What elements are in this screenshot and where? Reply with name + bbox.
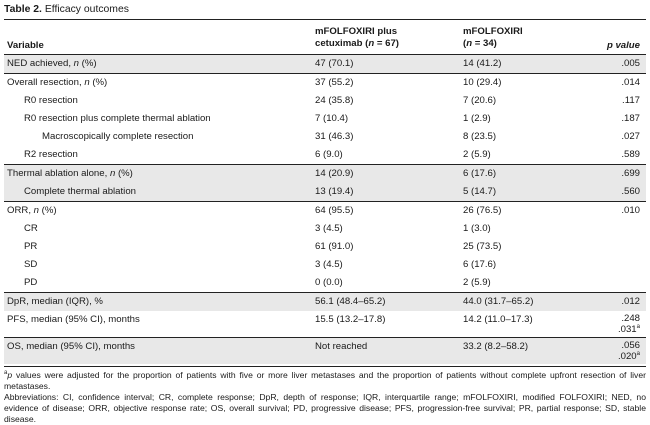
cell-arm-b: 14.2 (11.0–17.3) bbox=[463, 314, 533, 325]
cell-variable: R0 resection bbox=[24, 95, 78, 106]
cell-arm-a: 24 (35.8) bbox=[315, 95, 354, 106]
cell-arm-b: 10 (29.4) bbox=[463, 77, 502, 88]
cell-p-value: .027 bbox=[621, 131, 640, 142]
cell-arm-a: 14 (20.9) bbox=[315, 168, 354, 179]
cell-arm-b: 33.2 (8.2–58.2) bbox=[463, 341, 529, 352]
cell-arm-a: 13 (19.4) bbox=[315, 186, 354, 197]
cell-variable: Overall resection, n (%) bbox=[7, 77, 108, 88]
table-row: OS, median (95% CI), months Not reached 33… bbox=[4, 337, 646, 364]
cell-variable: DpR, median (IQR), % bbox=[7, 296, 103, 307]
efficacy-table: Table 2. Efficacy outcomes Variable mFOL… bbox=[4, 0, 646, 425]
cell-variable: OS, median (95% CI), months bbox=[7, 341, 135, 352]
table-title: Efficacy outcomes bbox=[44, 4, 129, 15]
cell-p-value: .699 bbox=[621, 168, 640, 179]
table-row: DpR, median (IQR), % 56.1 (48.4–65.2) 44.0… bbox=[4, 292, 646, 311]
table-row: PFS, median (95% CI), months 15.5 (13.2–1… bbox=[4, 311, 646, 337]
header-arm-a-line1: mFOLFOXIRI plus bbox=[315, 26, 398, 37]
cell-p-value: .248.031a bbox=[617, 313, 640, 335]
table-caption: Table 2. Efficacy outcomes bbox=[4, 0, 646, 20]
cell-arm-b: 6 (17.6) bbox=[463, 168, 497, 179]
cell-variable: Macroscopically complete resection bbox=[42, 131, 194, 142]
header-variable: Variable bbox=[7, 40, 44, 51]
cell-variable: NED achieved, n (%) bbox=[7, 58, 97, 69]
table-row: R0 resection plus complete thermal ablat… bbox=[4, 110, 646, 128]
cell-arm-b: 2 (5.9) bbox=[463, 277, 491, 288]
footnote: ap values were adjusted for the proporti… bbox=[4, 370, 646, 391]
header-arm-b-line1: mFOLFOXIRI bbox=[463, 26, 523, 37]
cell-arm-a: 15.5 (13.2–17.8) bbox=[315, 314, 386, 325]
header-p-value: p value bbox=[606, 40, 640, 51]
cell-arm-b: 5 (14.7) bbox=[463, 186, 497, 197]
header-arm-a: mFOLFOXIRI plus cetuximab (n = 67) bbox=[315, 26, 399, 50]
cell-arm-a: 37 (55.2) bbox=[315, 77, 354, 88]
cell-arm-a: 64 (95.5) bbox=[315, 205, 354, 216]
cell-variable: Complete thermal ablation bbox=[24, 186, 136, 197]
table-row: R2 resection 6 (9.0) 2 (5.9) .589 bbox=[4, 146, 646, 164]
cell-arm-a: 7 (10.4) bbox=[315, 113, 349, 124]
table-row: Overall resection, n (%) 37 (55.2) 10 (29.… bbox=[4, 73, 646, 92]
cell-p-value: .117 bbox=[622, 95, 640, 106]
cell-p-value: .560 bbox=[621, 186, 640, 197]
cell-arm-a: 61 (91.0) bbox=[315, 241, 354, 252]
cell-arm-a: 31 (46.3) bbox=[315, 131, 354, 142]
table-row: Macroscopically complete resection 31 (46… bbox=[4, 128, 646, 146]
cell-arm-a: 3 (4.5) bbox=[315, 223, 343, 234]
cell-arm-b: 1 (2.9) bbox=[463, 113, 491, 124]
cell-p-value: .187 bbox=[621, 113, 640, 124]
cell-variable: PD bbox=[24, 277, 38, 288]
cell-arm-b: 26 (76.5) bbox=[463, 205, 502, 216]
table-row: Complete thermal ablation 13 (19.4) 5 (14.… bbox=[4, 183, 646, 201]
cell-arm-b: 1 (3.0) bbox=[463, 223, 491, 234]
cell-variable: PFS, median (95% CI), months bbox=[7, 314, 140, 325]
cell-p-value: .005 bbox=[621, 58, 640, 69]
header-arm-b-line2: (n = 34) bbox=[463, 38, 497, 49]
table-row: SD 3 (4.5) 6 (17.6) bbox=[4, 256, 646, 274]
cell-arm-a: 6 (9.0) bbox=[315, 149, 343, 160]
table-header: Variable mFOLFOXIRI plus cetuximab (n = … bbox=[4, 20, 646, 55]
table-body: NED achieved, n (%) 47 (70.1) 14 (41.2) .00… bbox=[4, 55, 646, 364]
table-row: ORR, n (%) 64 (95.5) 26 (76.5) .010 bbox=[4, 201, 646, 220]
cell-p-value: .010 bbox=[621, 205, 640, 216]
cell-variable: ORR, n (%) bbox=[7, 205, 57, 216]
table-row: Thermal ablation alone, n (%) 14 (20.9) 6 … bbox=[4, 164, 646, 183]
cell-arm-b: 14 (41.2) bbox=[463, 58, 502, 69]
cell-arm-a: 47 (70.1) bbox=[315, 58, 354, 69]
table-row: NED achieved, n (%) 47 (70.1) 14 (41.2) .00… bbox=[4, 55, 646, 73]
cell-p-value: .012 bbox=[621, 296, 640, 307]
table-row: PR 61 (91.0) 25 (73.5) bbox=[4, 238, 646, 256]
abbreviations: Abbreviations: CI, confidence interval; … bbox=[4, 392, 646, 424]
cell-arm-a: 0 (0.0) bbox=[315, 277, 343, 288]
table-row: CR 3 (4.5) 1 (3.0) bbox=[4, 220, 646, 238]
cell-variable: PR bbox=[24, 241, 38, 252]
cell-arm-b: 44.0 (31.7–65.2) bbox=[463, 296, 534, 307]
cell-variable: R2 resection bbox=[24, 149, 78, 160]
cell-p-value: .056.020a bbox=[617, 340, 640, 362]
cell-arm-b: 2 (5.9) bbox=[463, 149, 491, 160]
header-arm-b: mFOLFOXIRI (n = 34) bbox=[463, 26, 523, 50]
cell-variable: CR bbox=[24, 223, 38, 234]
table-notes: ap values were adjusted for the proporti… bbox=[4, 366, 646, 425]
cell-arm-b: 8 (23.5) bbox=[463, 131, 497, 142]
cell-variable: Thermal ablation alone, n (%) bbox=[7, 168, 133, 179]
table-row: PD 0 (0.0) 2 (5.9) bbox=[4, 274, 646, 292]
cell-arm-b: 7 (20.6) bbox=[463, 95, 497, 106]
cell-variable: SD bbox=[24, 259, 38, 270]
cell-arm-a: 3 (4.5) bbox=[315, 259, 343, 270]
cell-variable: R0 resection plus complete thermal ablat… bbox=[24, 113, 211, 124]
cell-p-value: .589 bbox=[621, 149, 640, 160]
cell-arm-b: 25 (73.5) bbox=[463, 241, 502, 252]
table-row: R0 resection 24 (35.8) 7 (20.6) .117 bbox=[4, 92, 646, 110]
header-arm-a-line2: cetuximab (n = 67) bbox=[315, 38, 400, 49]
table-label: Table 2. bbox=[4, 4, 42, 15]
cell-p-value: .014 bbox=[621, 77, 640, 88]
cell-arm-b: 6 (17.6) bbox=[463, 259, 497, 270]
cell-arm-a: 56.1 (48.4–65.2) bbox=[315, 296, 386, 307]
cell-arm-a: Not reached bbox=[315, 341, 368, 352]
